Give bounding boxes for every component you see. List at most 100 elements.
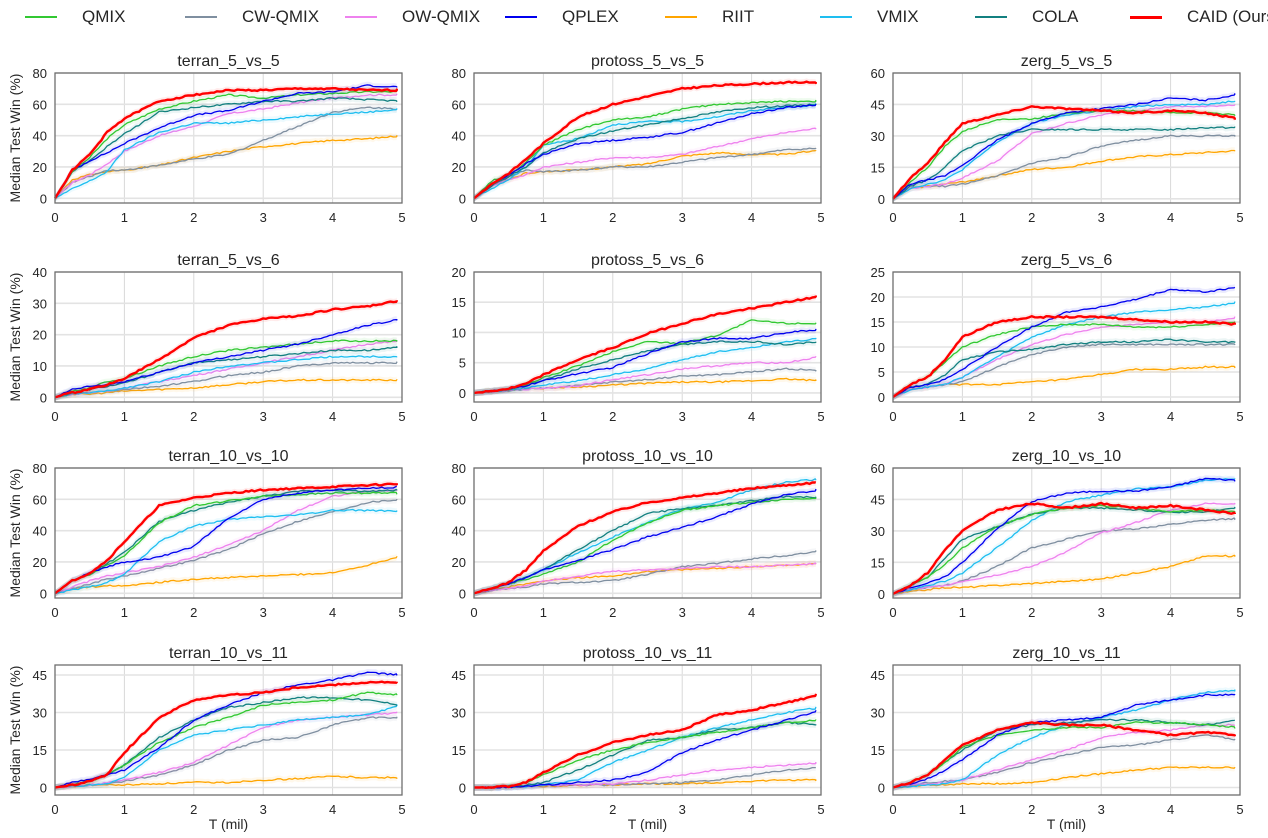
series-line-caid-ours	[53, 87, 398, 199]
confidence-band	[893, 363, 1235, 401]
confidence-band	[893, 101, 1235, 203]
y-tick-label: 15	[871, 555, 885, 570]
chart-title: protoss_5_vs_5	[591, 53, 704, 70]
plot-frame	[892, 72, 1241, 204]
y-tick-label: 30	[33, 706, 47, 721]
series-line-caid-ours	[473, 481, 817, 595]
confidence-band	[474, 493, 816, 597]
series-line-riit	[54, 775, 398, 789]
confidence-band	[474, 691, 816, 791]
confidence-band	[893, 501, 1235, 598]
plot-frame	[473, 271, 822, 403]
y-tick-label: 0	[40, 390, 47, 405]
x-tick-label: 4	[1167, 210, 1174, 225]
legend-swatch	[1130, 15, 1162, 19]
x-tick-label: 0	[51, 210, 58, 225]
y-tick-label: 20	[33, 160, 47, 175]
y-tick-label: 20	[452, 160, 466, 175]
legend-item: RIIT	[665, 6, 754, 28]
confidence-band	[893, 499, 1235, 598]
x-tick-label: 1	[959, 802, 966, 817]
y-tick-label: 20	[33, 555, 47, 570]
legend-item: QMIX	[25, 6, 125, 28]
legend-label: CAID (Ours)	[1187, 7, 1268, 26]
plot-frame	[892, 271, 1241, 403]
series-line-qplex	[892, 286, 1236, 398]
legend-item: CW-QMIX	[185, 6, 319, 28]
confidence-band	[893, 718, 1235, 791]
x-tick-label: 2	[609, 409, 616, 424]
confidence-band	[55, 91, 397, 202]
confidence-band	[474, 100, 816, 202]
y-tick-label: 0	[878, 192, 885, 207]
chart-title: terran_5_vs_5	[177, 53, 279, 70]
y-tick-label: 30	[871, 524, 885, 539]
y-tick-label: 0	[878, 781, 885, 796]
legend-swatch	[25, 16, 57, 18]
legend: QMIX CW-QMIX OW-QMIX QPLEX RIIT VMIX COLA CAID …	[0, 0, 1268, 34]
confidence-band	[893, 475, 1235, 598]
x-tick-label: 3	[679, 210, 686, 225]
series-line-qmix	[892, 321, 1236, 398]
confidence-band	[55, 104, 397, 202]
x-tick-label: 2	[190, 802, 197, 817]
y-tick-label: 10	[452, 325, 466, 340]
series-line-qmix	[473, 497, 817, 594]
confidence-band	[474, 147, 816, 202]
confidence-band	[474, 547, 816, 597]
series-line-caid-ours	[474, 693, 817, 789]
chart-panel: terran_5_vs_5 0 1 2 3 4 5 0 20 40 60 80 Median Test …	[7, 53, 406, 225]
x-tick-label: 0	[51, 605, 58, 620]
x-tick-label: 4	[329, 210, 336, 225]
chart-panel: terran_10_vs_10 0 1 2 3 4 5 0 20 40 60 80 Median Tes…	[7, 448, 406, 620]
series-line-cola	[474, 721, 817, 789]
confidence-band	[474, 325, 816, 397]
x-tick-label: 2	[609, 605, 616, 620]
confidence-band	[474, 494, 816, 597]
series-line-riit	[892, 554, 1236, 595]
x-tick-label: 5	[398, 605, 405, 620]
y-tick-label: 60	[452, 492, 466, 507]
series-line-qplex	[473, 488, 817, 594]
y-tick-label: 40	[33, 265, 47, 280]
legend-item: VMIX	[820, 6, 919, 28]
x-tick-label: 5	[1236, 605, 1243, 620]
confidence-band	[55, 495, 397, 597]
y-tick-label: 60	[33, 492, 47, 507]
chart-title: protoss_10_vs_11	[583, 645, 713, 662]
x-tick-label: 5	[817, 409, 824, 424]
y-axis-label: Median Test Win (%)	[7, 74, 23, 203]
series-line-qplex	[54, 671, 398, 789]
y-tick-label: 0	[40, 586, 47, 601]
chart-title: protoss_5_vs_6	[591, 252, 704, 269]
plot-frame	[473, 664, 822, 796]
confidence-band	[893, 90, 1235, 203]
x-tick-label: 2	[1028, 605, 1035, 620]
y-tick-label: 0	[459, 191, 466, 206]
y-tick-label: 20	[33, 328, 47, 343]
confidence-band	[893, 514, 1235, 598]
x-tick-label: 4	[329, 409, 336, 424]
x-tick-label: 0	[889, 605, 896, 620]
series-line-qmix	[54, 491, 398, 594]
series-line-cola	[54, 346, 398, 398]
series-line-caid-ours	[54, 680, 398, 789]
confidence-band	[55, 336, 397, 401]
x-tick-label: 5	[1236, 409, 1243, 424]
confidence-band	[55, 81, 397, 202]
plot-frame	[54, 72, 403, 204]
confidence-band	[893, 298, 1235, 401]
series-line-qmix	[473, 99, 817, 199]
x-tick-label: 1	[959, 409, 966, 424]
y-tick-label: 0	[40, 781, 47, 796]
x-tick-label: 5	[398, 409, 405, 424]
x-tick-label: 5	[1236, 802, 1243, 817]
y-tick-label: 40	[33, 129, 47, 144]
x-tick-label: 0	[470, 210, 477, 225]
plot-frame	[54, 664, 403, 796]
chart-title: zerg_10_vs_11	[1012, 645, 1120, 662]
y-axis-label: Median Test Win (%)	[7, 469, 23, 598]
